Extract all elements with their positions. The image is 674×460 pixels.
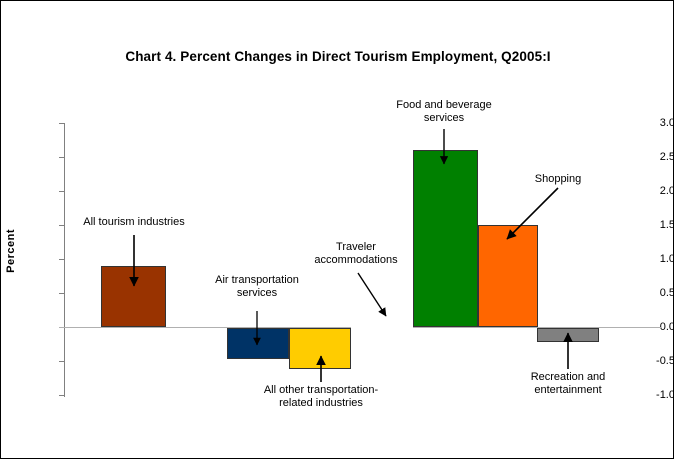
ann-air-transport-line2: services — [236, 287, 278, 299]
ann-other-transport-line1: All other transportation- — [263, 384, 379, 396]
y-tick-label-7: -0.5 — [656, 355, 674, 367]
y-tick-label-2: 2.0 — [659, 185, 674, 197]
ann-all-tourism: All tourism industries — [34, 216, 234, 229]
y-tick-label-6: 0.0 — [659, 321, 674, 333]
y-tick-label-0: 3.0 — [659, 117, 674, 129]
y-tick-mark-7 — [59, 361, 64, 362]
ann-shopping-line1: Shopping — [534, 173, 582, 185]
y-axis-spine — [64, 123, 65, 397]
ann-food-beverage-line1: Food and beverage — [396, 99, 492, 111]
y-tick-mark-8 — [59, 395, 64, 396]
ann-recreation: Recreation and entertainment — [488, 371, 648, 397]
ann-recreation-line1: Recreation and — [530, 371, 606, 383]
ann-other-transport-line2: related industries — [279, 397, 363, 409]
y-tick-mark-3 — [59, 225, 64, 226]
ann-traveler-accom-line2: accommodations — [314, 254, 398, 266]
ann-recreation-line2: entertainment — [534, 384, 602, 396]
y-tick-mark-2 — [59, 191, 64, 192]
ann-shopping: Shopping — [488, 173, 628, 186]
y-tick-mark-0 — [59, 123, 64, 124]
y-tick-label-5: 0.5 — [659, 287, 674, 299]
ann-food-beverage-line2: services — [423, 112, 465, 124]
ann-traveler-accom-line1: Traveler — [336, 241, 376, 253]
ann-other-transport: All other transportation- related indust… — [221, 384, 421, 410]
bar-traveler-accommodations — [351, 327, 413, 328]
y-tick-mark-5 — [59, 293, 64, 294]
bar-air-transportation-services — [227, 328, 289, 359]
y-tick-mark-4 — [59, 259, 64, 260]
bar-recreation-and-entertainment — [537, 328, 599, 342]
chart-title: Chart 4. Percent Changes in Direct Touri… — [125, 49, 551, 64]
ann-air-transport-line1: Air transportation — [215, 274, 299, 286]
y-tick-label-8: -1.0 — [656, 389, 674, 401]
y-tick-label-3: 1.5 — [659, 219, 674, 231]
ann-all-tourism-line1: All tourism industries — [83, 216, 185, 228]
ann-air-transport: Air transportation services — [157, 274, 357, 300]
y-tick-label-1: 2.5 — [659, 151, 674, 163]
y-tick-mark-1 — [59, 157, 64, 158]
bar-shopping — [478, 225, 538, 327]
ann-food-beverage: Food and beverage services — [354, 99, 534, 125]
bar-food-and-beverage-services — [413, 150, 478, 327]
y-tick-label-4: 1.0 — [659, 253, 674, 265]
bar-all-other-transportation-related-industries — [289, 328, 351, 369]
ann-traveler-accom: Traveler accommodations — [266, 241, 446, 267]
